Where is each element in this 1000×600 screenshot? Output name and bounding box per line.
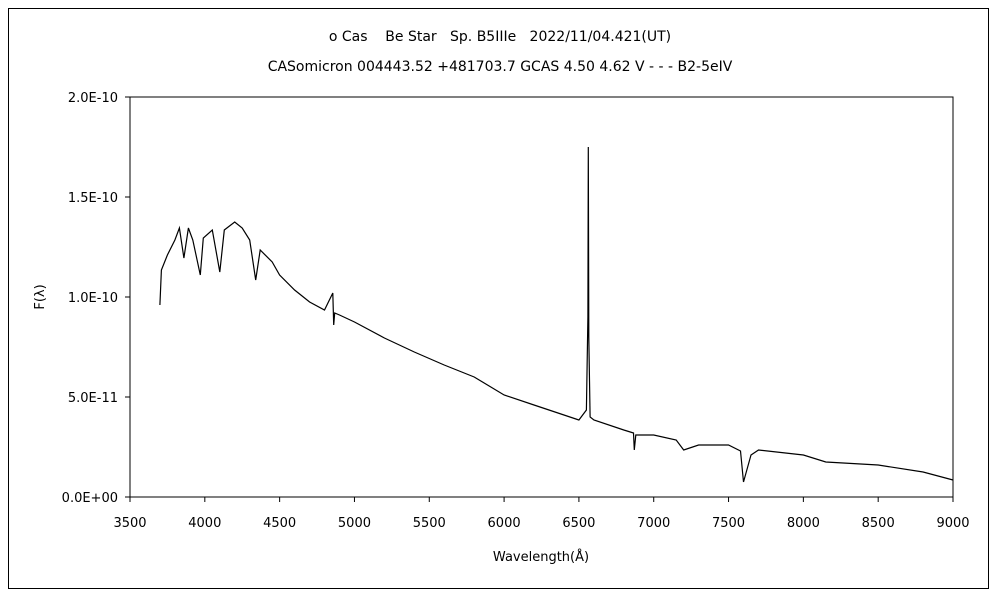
x-tick-label: 4000	[188, 516, 221, 531]
x-tick-label: 9000	[936, 516, 969, 531]
y-tick-label: 1.5E-10	[68, 191, 118, 206]
y-tick-label: 2.0E-10	[68, 91, 118, 106]
spectrum-line	[159, 146, 954, 483]
x-tick-label: 7000	[637, 516, 670, 531]
x-tick-label: 6000	[488, 516, 521, 531]
chart-frame	[8, 8, 989, 589]
y-tick-label: 1.0E-10	[68, 291, 118, 306]
x-tick-label: 4500	[263, 516, 296, 531]
x-tick-label: 8500	[862, 516, 895, 531]
chart-title: ο Cas Be Star Sp. B5IIIe 2022/11/04.421(…	[328, 29, 672, 45]
x-tick-label: 3500	[113, 516, 146, 531]
x-tick-label: 8000	[787, 516, 820, 531]
x-tick-label: 5000	[338, 516, 371, 531]
x-axis-label: Wavelength(Å)	[493, 549, 589, 565]
y-tick-label: 5.0E-11	[68, 391, 118, 406]
x-tick-label: 5500	[413, 516, 446, 531]
plot-area-border	[129, 96, 954, 498]
y-tick-label: 0.0E+00	[62, 491, 118, 506]
x-tick-label: 6500	[562, 516, 595, 531]
chart-subtitle: CASomicron 004443.52 +481703.7 GCAS 4.50…	[267, 59, 733, 75]
x-tick-label: 7500	[712, 516, 745, 531]
y-axis-label: F(λ)	[33, 284, 48, 309]
